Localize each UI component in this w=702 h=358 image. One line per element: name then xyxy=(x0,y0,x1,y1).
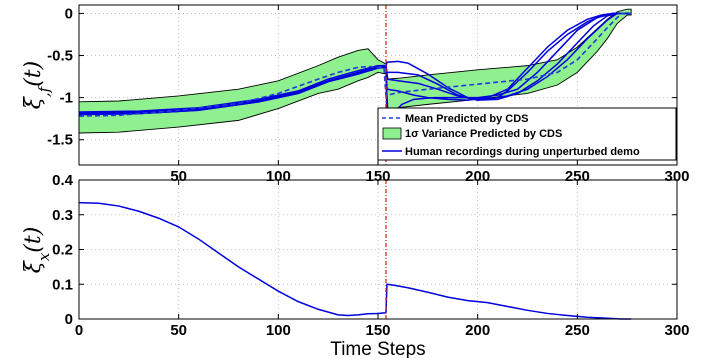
legend-box xyxy=(377,107,677,161)
y-tick-label: 0 xyxy=(65,5,73,22)
human-recording-curve xyxy=(78,12,632,114)
human-recordings xyxy=(78,12,632,126)
x-tick-label: 300 xyxy=(664,168,689,185)
legend-mean-label: Mean Predicted by CDS xyxy=(405,113,528,125)
x-tick-label: 150 xyxy=(365,322,390,339)
y-tick-label: 0.2 xyxy=(52,242,73,259)
x-axis-label: Time Steps xyxy=(330,339,425,358)
bottom-y-label: ξx(t) xyxy=(21,227,53,274)
x-tick-label: 250 xyxy=(565,168,590,185)
human-recording-curve xyxy=(78,12,632,113)
x-tick-label: 0 xyxy=(75,322,83,339)
legend-variance-label: 1σ Variance Predicted by CDS xyxy=(405,128,562,140)
x-tick-label: 150 xyxy=(365,168,390,185)
mean-prediction xyxy=(78,12,632,117)
top-y-tick-labels: 0 -0.5 -1 -1.5 xyxy=(47,5,73,148)
y-tick-label: -1 xyxy=(60,90,73,107)
y-tick-label: 0.1 xyxy=(52,276,73,293)
mean-curve xyxy=(78,12,632,117)
xi-x-curve xyxy=(78,201,632,320)
x-tick-label: 50 xyxy=(170,322,187,339)
x-tick-label: 200 xyxy=(465,322,490,339)
top-y-label: ξ,f(t) xyxy=(21,61,53,109)
top-x-tick-labels: 50 100 150 200 250 300 xyxy=(170,168,689,185)
bottom-grid xyxy=(78,179,678,320)
x-tick-label: 200 xyxy=(465,168,490,185)
y-tick-label: 0.3 xyxy=(52,207,73,224)
bottom-ticks xyxy=(78,179,678,320)
x-tick-label: 100 xyxy=(266,168,291,185)
x-tick-label: 50 xyxy=(170,168,187,185)
x-tick-label: 300 xyxy=(664,322,689,339)
x-tick-label: 250 xyxy=(565,322,590,339)
xi-x-series xyxy=(78,201,632,320)
top-panel: 50 100 150 200 250 300 0 -0.5 -1 -1.5 ξ,f(t) Mea… xyxy=(21,4,690,185)
y-tick-label: -0.5 xyxy=(47,48,73,65)
y-tick-label: -1.5 xyxy=(47,132,73,149)
x-tick-label: 100 xyxy=(266,322,291,339)
human-recording-curve xyxy=(78,12,632,126)
human-recording-curve xyxy=(78,12,632,115)
legend-variance-swatch xyxy=(382,127,402,140)
legend-human-label: Human recordings during unperturbed demo xyxy=(405,146,640,158)
legend: Mean Predicted by CDS 1σ Variance Predic… xyxy=(377,107,677,161)
bottom-x-tick-labels: 0 50 100 150 200 250 300 xyxy=(75,322,690,339)
bottom-y-tick-labels: 0 0.1 0.2 0.3 0.4 xyxy=(52,172,74,328)
bottom-panel: 0 50 100 150 200 250 300 0 0.1 0.2 0.3 0.4 ξx(t) T… xyxy=(21,172,690,358)
y-tick-label: 0.4 xyxy=(52,172,74,189)
y-tick-label: 0 xyxy=(65,311,73,328)
